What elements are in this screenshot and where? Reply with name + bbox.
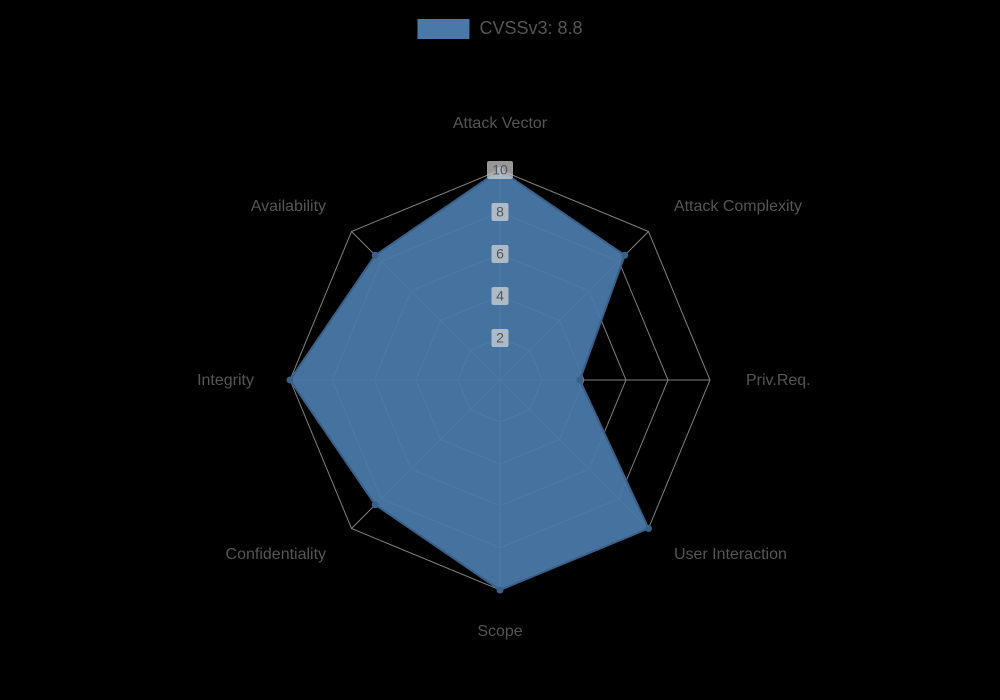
axis-label: Integrity [197, 372, 254, 389]
series-marker [576, 377, 583, 384]
series-marker [372, 501, 379, 508]
series-marker [621, 252, 628, 259]
series-marker [645, 525, 652, 532]
tick-label: 2 [496, 330, 504, 346]
series-marker [372, 252, 379, 259]
tick-label: 10 [492, 162, 508, 178]
axis-label: Availability [251, 198, 326, 215]
series-marker [497, 587, 504, 594]
tick-label: 4 [496, 288, 504, 304]
series-marker [287, 377, 294, 384]
axis-label: Scope [477, 623, 522, 640]
tick-label: 8 [496, 204, 504, 220]
axis-label: Attack Vector [453, 115, 548, 132]
axis-label: Confidentiality [226, 546, 327, 563]
radar-chart: 2 4 6 8 10 Attack Vector Attack Complexity Pri… [0, 0, 1000, 700]
axis-label: Priv.Req. [746, 372, 811, 389]
tick-label: 6 [496, 246, 504, 262]
axis-label: Attack Complexity [674, 198, 802, 215]
axis-label: User Interaction [674, 546, 787, 563]
